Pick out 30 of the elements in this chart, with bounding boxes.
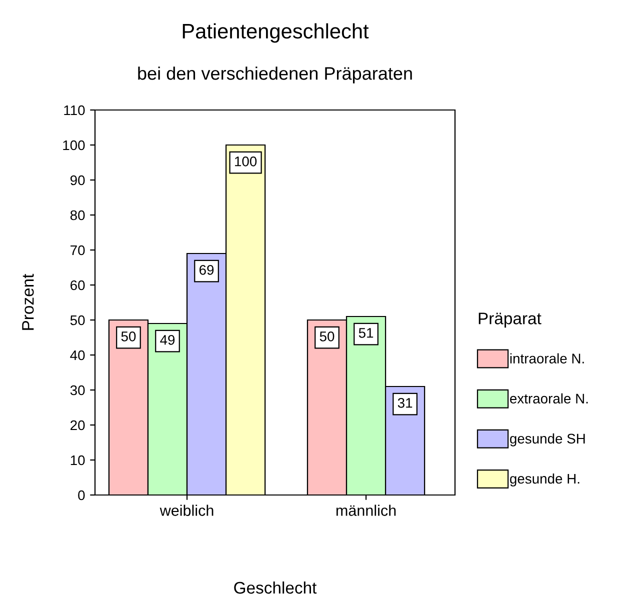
y-tick-label: 50	[70, 315, 85, 326]
y-tick-label: 90	[70, 175, 85, 186]
y-tick-label: 100	[63, 140, 85, 150]
y-tick-label: 60	[70, 280, 85, 290]
data-label: 50	[121, 331, 136, 342]
y-tick-label: 110	[64, 105, 85, 116]
y-tick-label: 40	[70, 350, 85, 360]
legend-label: gesunde SH	[510, 433, 585, 446]
legend-title: Präparat	[478, 312, 542, 328]
data-label: 50	[320, 331, 334, 342]
legend-label: gesunde H.	[510, 473, 580, 486]
data-label: 69	[200, 264, 214, 275]
data-label: 49	[160, 334, 175, 345]
y-tick-label: 10	[70, 455, 85, 466]
chart-subtitle: bei den verschiedenen Präparaten	[138, 66, 412, 84]
chart-title: Patientengeschlecht	[182, 23, 369, 43]
legend-label: intraorale N.	[510, 353, 584, 364]
legend-label: extraorale N.	[510, 393, 588, 404]
y-tick-label: 70	[70, 245, 85, 256]
x-tick-label: männlich	[336, 504, 396, 516]
data-label: 51	[358, 328, 374, 338]
y-tick-label: 80	[70, 210, 85, 220]
x-axis-title: Geschlecht	[234, 581, 317, 594]
y-tick-label: 20	[70, 420, 85, 430]
data-label: 100	[235, 156, 257, 166]
y-tick-label: 30	[70, 385, 85, 396]
y-tick-label: 0	[78, 490, 85, 500]
x-tick-label: weiblich	[160, 504, 214, 516]
y-axis-title: Prozent	[22, 274, 34, 330]
data-label: 31	[398, 398, 412, 408]
